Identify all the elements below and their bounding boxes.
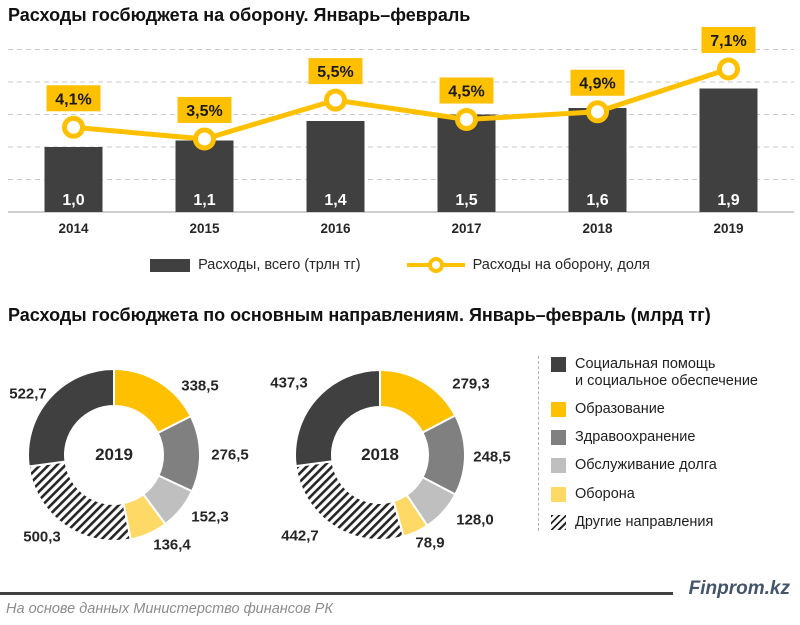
footer-divider bbox=[0, 592, 673, 595]
donut-slice-label: 500,3 bbox=[23, 528, 61, 546]
x-axis-label: 2015 bbox=[189, 221, 220, 236]
bar-value-label: 1,6 bbox=[586, 192, 608, 209]
bar-value-label: 1,4 bbox=[324, 192, 346, 209]
pie-slice bbox=[294, 460, 405, 541]
bar-value-label: 1,0 bbox=[62, 192, 84, 209]
bar bbox=[568, 108, 627, 212]
pie-slice bbox=[27, 367, 115, 468]
defense-swatch bbox=[551, 486, 566, 502]
legend-label: Расходы на оборону, доля bbox=[472, 257, 650, 273]
line-value-label: 4,1% bbox=[55, 91, 91, 108]
brand-watermark: Finprom.kz bbox=[688, 578, 790, 599]
donut-slice-label: 152,3 bbox=[191, 508, 229, 526]
line-value-label-box bbox=[570, 69, 625, 96]
bar bbox=[175, 140, 234, 212]
line-value-label-box bbox=[308, 58, 363, 85]
bar-value-label: 1,5 bbox=[455, 192, 477, 209]
x-axis-label: 2018 bbox=[582, 221, 613, 236]
bar-series-swatch bbox=[150, 258, 191, 272]
donut-slice-label: 522,7 bbox=[9, 385, 47, 403]
donut-slice-label: 437,3 bbox=[270, 374, 308, 392]
donut-slice-label: 136,4 bbox=[153, 536, 191, 554]
legend-item-defense: Оборона bbox=[551, 486, 800, 503]
donut-slice-label: 279,3 bbox=[452, 375, 490, 393]
legend-item-social: Социальная помощь и социальное обеспечен… bbox=[551, 356, 800, 390]
x-axis-label: 2017 bbox=[451, 221, 481, 236]
legend-label: Расходы, всего (трлн тг) bbox=[198, 257, 361, 273]
line-marker bbox=[455, 108, 478, 132]
legend-item-debt-service: Обслуживание долга bbox=[551, 457, 800, 474]
donut-center-year: 2018 bbox=[361, 445, 399, 464]
debt-service-swatch bbox=[551, 458, 566, 474]
line-value-label: 4,5% bbox=[448, 84, 484, 101]
chart1-legend: Расходы, всего (трлн тг) Расходы на обор… bbox=[0, 257, 800, 273]
legend-item-total-expenses: Расходы, всего (трлн тг) bbox=[150, 257, 361, 273]
x-axis-label: 2019 bbox=[713, 221, 743, 236]
donut-slice-label: 338,5 bbox=[181, 377, 219, 395]
line-value-label-box bbox=[46, 85, 101, 112]
line-series-swatch bbox=[406, 257, 465, 273]
chart1-title: Расходы госбюджета на оборону. Январь–фе… bbox=[8, 5, 471, 25]
legend-label: Оборона bbox=[575, 485, 635, 502]
line-value-label-box bbox=[177, 96, 232, 123]
education-swatch bbox=[551, 402, 566, 418]
chart2-title: Расходы госбюджета по основным направлен… bbox=[8, 305, 711, 325]
line-value-label: 3,5% bbox=[186, 103, 222, 120]
bar-value-label: 1,1 bbox=[193, 192, 215, 209]
legend-label: Образование bbox=[575, 401, 665, 418]
bar bbox=[699, 88, 758, 212]
legend-label: Обслуживание долга bbox=[575, 457, 717, 474]
x-axis-label: 2016 bbox=[320, 221, 351, 236]
bar-value-label: 1,9 bbox=[717, 192, 739, 209]
donut-slice-label: 78,9 bbox=[415, 534, 445, 552]
line-marker bbox=[717, 57, 740, 81]
line-value-label: 7,1% bbox=[710, 33, 746, 50]
pie-slice bbox=[294, 368, 381, 468]
line-value-label-box bbox=[701, 26, 756, 53]
line-marker bbox=[586, 100, 609, 124]
donut-chart-2019 bbox=[27, 367, 201, 542]
donut-center-year: 2019 bbox=[95, 445, 133, 464]
source-note: На основе данных Министерство финансов Р… bbox=[6, 601, 333, 617]
line-marker bbox=[324, 88, 347, 112]
other-directions-swatch bbox=[551, 514, 566, 530]
bar-line-chart: 1,0 1,1 1,4 1,5 1,6 1,9 2014 2015 2016 2017 2018 20… bbox=[8, 26, 794, 236]
social-swatch bbox=[551, 357, 566, 372]
bar bbox=[44, 147, 103, 212]
legend-label: Социальная помощь и социальное обеспечен… bbox=[575, 356, 758, 390]
legend-item-healthcare: Здравоохранение bbox=[551, 429, 800, 446]
donut-chart-2018 bbox=[294, 368, 466, 541]
legend-label: Здравоохранение bbox=[575, 429, 696, 446]
donut-slice-label: 128,0 bbox=[456, 511, 494, 529]
donut-slice-label: 442,7 bbox=[281, 527, 319, 545]
pie-slice bbox=[27, 460, 132, 542]
line-marker bbox=[62, 115, 85, 139]
x-axis-label: 2014 bbox=[58, 221, 89, 236]
bar bbox=[306, 121, 365, 212]
donut-slice-label: 248,5 bbox=[473, 448, 511, 466]
legend-label: Другие направления bbox=[575, 513, 714, 530]
healthcare-swatch bbox=[551, 430, 566, 446]
line-marker-dot bbox=[427, 257, 444, 273]
legend-item-other: Другие направления bbox=[551, 514, 800, 531]
legend-item-defense-share: Расходы на оборону, доля bbox=[406, 257, 650, 273]
line-value-label: 4,9% bbox=[579, 76, 615, 93]
line-value-label: 5,5% bbox=[317, 64, 353, 81]
donut-slice-label: 276,5 bbox=[211, 446, 249, 464]
chart2-legend: Социальная помощь и социальное обеспечен… bbox=[538, 356, 800, 531]
line-value-label-box bbox=[439, 77, 494, 104]
line-series bbox=[71, 66, 731, 142]
legend-item-education: Образование bbox=[551, 401, 800, 418]
line-marker bbox=[193, 127, 216, 151]
